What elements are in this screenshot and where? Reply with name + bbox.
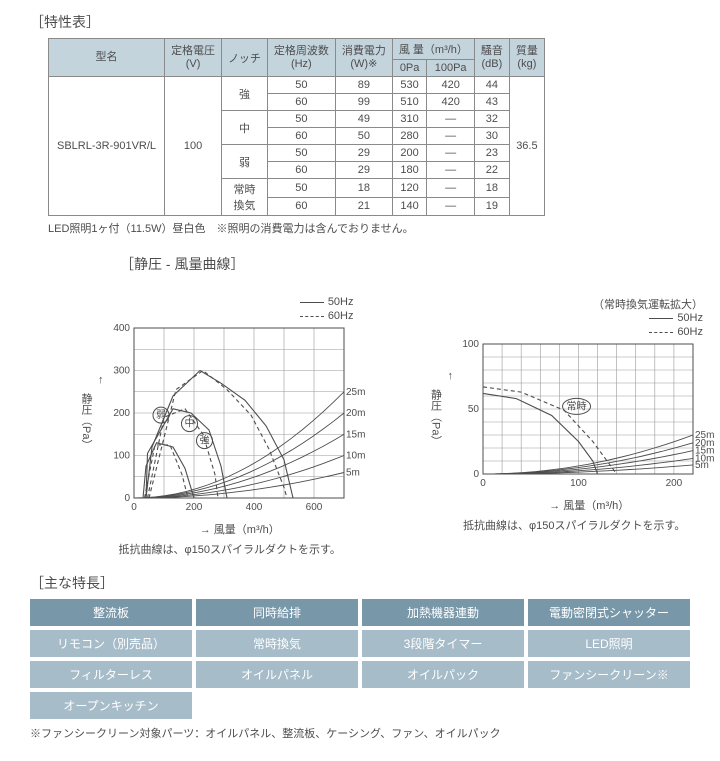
svg-text:100: 100 [570, 478, 587, 489]
xlabel-left: → 風量（m³/h） [200, 521, 280, 537]
feature-badge: 3段階タイマー [362, 630, 524, 657]
svg-text:100: 100 [113, 451, 130, 462]
feature-badge: 電動密閉式シャッター [528, 599, 690, 626]
legend-60r: 60Hz [649, 326, 703, 338]
section-title-spec: ［特性表］ [30, 12, 690, 32]
svg-text:強: 強 [199, 434, 209, 447]
feature-badge: ファンシークリーン※ [528, 661, 690, 688]
feature-badge: 整流板 [30, 599, 192, 626]
features-note: ※ファンシークリーン対象パーツ：オイルパネル、整流板、ケーシング、ファン、オイル… [30, 725, 690, 741]
chart2-title: （常時換気運転拡大） [593, 296, 703, 312]
svg-text:200: 200 [185, 502, 202, 513]
spec-table-note: LED照明1ヶ付（11.5W）昼白色 ※照明の消費電力は含んでおりません。 [48, 220, 690, 236]
svg-text:400: 400 [113, 324, 130, 334]
chart-left: 50Hz 60Hz 静圧（Pa） ↑ 0 200 400 600 0 100 200 300 4… [70, 296, 380, 557]
section-title-features: ［主な特長］ [30, 573, 690, 593]
svg-text:200: 200 [113, 408, 130, 419]
ylabel-right: 静圧（Pa） [428, 389, 444, 446]
caption-left: 抵抗曲線は、φ150スパイラルダクトを示す。 [119, 541, 341, 557]
svg-text:0: 0 [124, 493, 130, 504]
spec-table: 型名定格電圧(V)ノッチ定格周波数(Hz)消費電力(W)※風 量（m³/h）騒音… [30, 38, 690, 216]
svg-text:200: 200 [666, 478, 683, 489]
svg-text:300: 300 [113, 366, 130, 377]
feature-badge: フィルターレス [30, 661, 192, 688]
svg-text:0: 0 [473, 469, 479, 480]
feature-badge: リモコン（別売品） [30, 630, 192, 657]
section-title-curve: ［静圧 - 風量曲線］ [120, 254, 690, 274]
feature-badge: 常時換気 [196, 630, 358, 657]
feature-badge: オープンキッチン [30, 692, 192, 719]
chart-svg: 010020005010025m20m15m10m5m常時 [455, 340, 720, 492]
feature-badge: 同時給排 [196, 599, 358, 626]
charts-area: 50Hz 60Hz 静圧（Pa） ↑ 0 200 400 600 0 100 200 300 4… [70, 296, 690, 557]
svg-text:15m: 15m [346, 429, 365, 440]
svg-text:5m: 5m [346, 468, 360, 479]
svg-text:600: 600 [305, 502, 322, 513]
svg-text:20m: 20m [346, 408, 365, 419]
feature-badge: LED照明 [528, 630, 690, 657]
caption-right: 抵抗曲線は、φ150スパイラルダクトを示す。 [463, 517, 685, 533]
legend-50: 50Hz [300, 296, 354, 308]
svg-text:25m: 25m [346, 387, 365, 398]
svg-text:50: 50 [468, 404, 480, 415]
svg-text:100: 100 [462, 340, 479, 350]
chart-right: （常時換気運転拡大） 50Hz 60Hz 静圧（Pa） ↑ 0 100 200 0 50… [420, 296, 720, 557]
features-grid: 整流板同時給排加熱機器連動電動密閉式シャッターリモコン（別売品）常時換気3段階タ… [30, 599, 690, 719]
chart-svg: 0 200 400 600 0 100 200 300 400 25m 20m 15m 10m 5m 強中 弱 [106, 324, 372, 516]
svg-text:5m: 5m [695, 460, 709, 471]
ylabel-left: 静圧（Pa） [78, 393, 94, 450]
feature-badge: オイルパネル [196, 661, 358, 688]
y-arrow: ↑ [98, 374, 104, 386]
svg-text:中: 中 [184, 417, 194, 430]
svg-text:10m: 10m [346, 451, 365, 462]
svg-text:400: 400 [245, 502, 262, 513]
xlabel-right: → 風量（m³/h） [549, 497, 629, 513]
y-arrow-r: ↑ [448, 370, 454, 382]
legend-60: 60Hz [300, 310, 354, 322]
svg-text:弱: 弱 [156, 409, 166, 421]
svg-text:0: 0 [131, 502, 137, 513]
feature-badge: 加熱機器連動 [362, 599, 524, 626]
legend-50r: 50Hz [649, 312, 703, 324]
svg-text:常時: 常時 [567, 399, 587, 412]
feature-badge: オイルパック [362, 661, 524, 688]
svg-text:0: 0 [480, 478, 486, 489]
